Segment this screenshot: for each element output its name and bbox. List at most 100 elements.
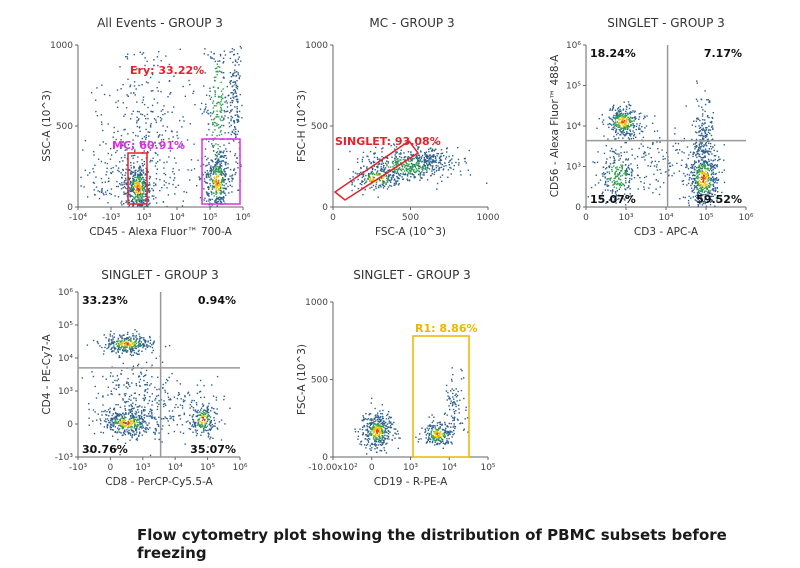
scatter-point bbox=[132, 434, 134, 436]
scatter-point bbox=[618, 188, 621, 190]
scatter-point bbox=[123, 416, 126, 418]
scatter-point bbox=[428, 154, 431, 156]
scatter-point bbox=[675, 149, 677, 151]
scatter-point bbox=[217, 66, 219, 68]
scatter-point bbox=[425, 151, 428, 153]
scatter-point bbox=[164, 404, 167, 406]
scatter-point bbox=[138, 376, 140, 378]
scatter-point bbox=[134, 423, 136, 425]
scatter-point bbox=[129, 350, 132, 353]
scatter-point bbox=[622, 121, 624, 124]
scatter-point bbox=[127, 350, 129, 352]
scatter-point bbox=[439, 156, 441, 158]
scatter-point bbox=[223, 124, 225, 127]
scatter-point bbox=[123, 350, 126, 352]
scatter-point bbox=[680, 164, 683, 167]
scatter-point bbox=[623, 193, 626, 195]
scatter-point bbox=[360, 171, 362, 174]
scatter-point bbox=[106, 171, 108, 173]
scatter-point bbox=[101, 84, 103, 86]
scatter-point bbox=[712, 146, 714, 148]
scatter-point bbox=[135, 339, 137, 341]
scatter-point bbox=[148, 191, 150, 194]
scatter-point bbox=[118, 343, 120, 346]
scatter-point bbox=[216, 110, 218, 112]
scatter-point bbox=[140, 174, 142, 176]
scatter-point bbox=[415, 164, 418, 166]
scatter-point bbox=[120, 417, 122, 420]
scatter-point bbox=[412, 153, 414, 156]
scatter-point bbox=[127, 342, 129, 344]
scatter-point bbox=[124, 429, 126, 431]
scatter-point bbox=[692, 143, 695, 145]
scatter-point bbox=[208, 204, 210, 206]
scatter-point bbox=[687, 202, 690, 204]
scatter-point bbox=[132, 187, 134, 189]
scatter-point bbox=[705, 183, 707, 186]
scatter-point bbox=[212, 102, 214, 104]
scatter-point bbox=[397, 176, 399, 179]
scatter-point bbox=[133, 53, 135, 56]
scatter-point bbox=[699, 119, 701, 122]
scatter-point bbox=[133, 397, 135, 399]
scatter-point bbox=[698, 164, 700, 166]
scatter-point bbox=[219, 167, 221, 169]
scatter-point bbox=[123, 421, 126, 423]
scatter-point bbox=[209, 175, 212, 177]
scatter-point bbox=[151, 376, 153, 378]
scatter-point bbox=[613, 122, 616, 124]
scatter-point bbox=[390, 177, 393, 179]
scatter-point bbox=[423, 165, 426, 167]
scatter-point bbox=[122, 350, 124, 352]
scatter-point bbox=[211, 384, 213, 386]
scatter-point bbox=[214, 182, 217, 184]
scatter-point bbox=[91, 371, 93, 373]
scatter-point bbox=[214, 425, 216, 427]
scatter-point bbox=[420, 151, 422, 153]
scatter-point bbox=[149, 76, 152, 79]
scatter-point bbox=[426, 155, 429, 157]
scatter-point bbox=[410, 153, 412, 156]
scatter-point bbox=[196, 429, 198, 432]
scatter-point bbox=[137, 192, 140, 194]
scatter-point bbox=[223, 110, 225, 112]
scatter-point bbox=[682, 180, 685, 182]
scatter-point bbox=[707, 115, 709, 117]
scatter-point bbox=[702, 188, 704, 191]
scatter-point bbox=[236, 53, 239, 55]
scatter-point bbox=[369, 150, 372, 153]
scatter-point bbox=[602, 123, 605, 125]
scatter-point bbox=[395, 161, 398, 163]
scatter-point bbox=[617, 107, 620, 109]
scatter-point bbox=[155, 119, 157, 121]
scatter-point bbox=[655, 188, 657, 190]
scatter-point bbox=[629, 188, 631, 190]
scatter-point bbox=[708, 100, 711, 102]
scatter-point bbox=[393, 164, 395, 167]
scatter-point bbox=[135, 336, 137, 338]
scatter-point bbox=[115, 404, 117, 406]
scatter-point bbox=[202, 174, 204, 176]
scatter-point bbox=[401, 168, 403, 170]
scatter-point bbox=[404, 166, 406, 168]
scatter-point bbox=[234, 90, 237, 92]
scatter-point bbox=[396, 151, 398, 153]
scatter-point bbox=[384, 171, 386, 174]
scatter-point bbox=[132, 373, 134, 375]
scatter-point bbox=[432, 160, 434, 162]
scatter-point bbox=[597, 182, 600, 184]
scatter-point bbox=[698, 148, 700, 151]
scatter-point bbox=[426, 156, 429, 158]
scatter-point bbox=[220, 101, 222, 103]
scatter-point bbox=[700, 134, 703, 136]
scatter-point bbox=[216, 162, 219, 164]
scatter-point bbox=[714, 164, 716, 166]
scatter-point bbox=[112, 337, 114, 339]
scatter-point bbox=[708, 116, 710, 119]
scatter-point bbox=[88, 408, 90, 411]
scatter-point bbox=[137, 192, 139, 194]
scatter-point bbox=[211, 204, 213, 206]
scatter-point bbox=[406, 178, 408, 180]
scatter-point bbox=[158, 142, 160, 145]
scatter-point bbox=[719, 158, 721, 160]
